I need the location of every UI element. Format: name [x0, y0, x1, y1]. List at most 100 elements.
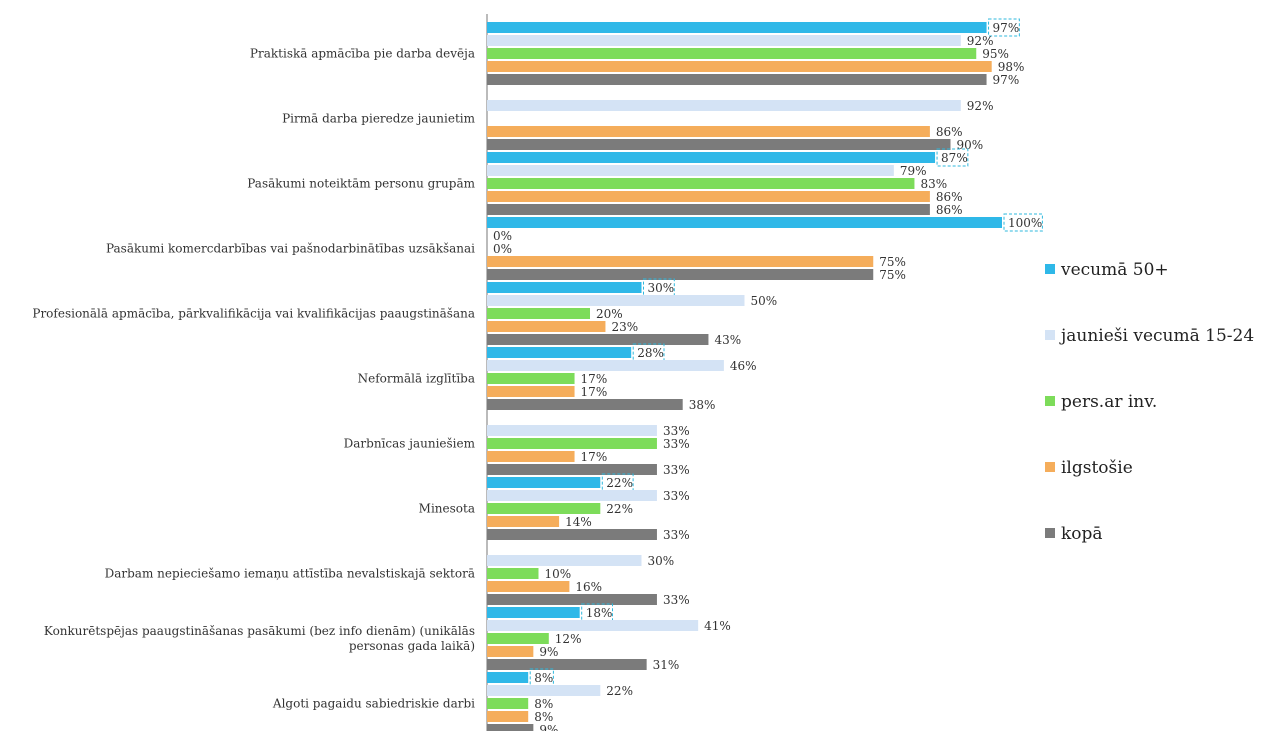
legend-swatch — [1045, 396, 1055, 406]
value-callout-box — [988, 18, 1020, 37]
bar — [487, 217, 1002, 228]
bar — [487, 724, 534, 731]
value-label: 22% — [606, 684, 633, 698]
value-label: 33% — [663, 593, 690, 607]
value-label: 22% — [606, 476, 633, 490]
value-label: 100% — [1008, 216, 1042, 230]
bar — [487, 555, 642, 566]
bar — [487, 204, 930, 215]
value-label: 86% — [936, 190, 963, 204]
value-label: 22% — [606, 502, 633, 516]
value-label: 16% — [575, 580, 602, 594]
bar — [487, 308, 590, 319]
bar — [487, 22, 987, 33]
category-label-line: Profesionālā apmācība, pārkvalifikācija … — [32, 307, 475, 321]
category-label-line: Algoti pagaidu sabiedriskie darbi — [272, 697, 475, 711]
value-label: 0% — [493, 229, 512, 243]
bar — [487, 48, 977, 59]
value-label: 33% — [663, 437, 690, 451]
bar — [487, 61, 992, 72]
category-label-line: Neformālā izglītība — [358, 372, 475, 386]
category-label-line: Praktiskā apmācība pie darba devēja — [250, 47, 475, 61]
value-callout-box — [643, 278, 675, 297]
value-label: 46% — [730, 359, 757, 373]
legend-swatch — [1045, 528, 1055, 538]
bar — [487, 646, 534, 657]
value-label: 38% — [689, 398, 716, 412]
bar — [487, 191, 930, 202]
category-label: Pasākumi noteiktām personu grupām — [247, 177, 475, 191]
bar — [487, 360, 724, 371]
value-callout-box — [936, 148, 969, 167]
value-label: 12% — [555, 632, 582, 646]
legend-label: ilgstošie — [1061, 458, 1133, 478]
bar — [487, 633, 549, 644]
value-label: 9% — [539, 723, 558, 731]
category-label: Minesota — [419, 502, 475, 516]
bar — [487, 152, 936, 163]
bar — [487, 451, 575, 462]
category-label: Profesionālā apmācība, pārkvalifikācija … — [32, 307, 475, 321]
bar — [487, 373, 575, 384]
value-label: 33% — [663, 424, 690, 438]
bar — [487, 503, 601, 514]
category-label: Algoti pagaidu sabiedriskie darbi — [272, 697, 475, 711]
category-label: Darbnīcas jauniešiem — [344, 437, 476, 451]
value-label: 9% — [539, 645, 558, 659]
bar — [487, 35, 961, 46]
category-label-line: Pasākumi komercdarbības vai pašnodarbinā… — [106, 242, 475, 256]
bar — [487, 568, 539, 579]
value-label: 79% — [900, 164, 927, 178]
category-label-line: Darbam nepieciešamo iemaņu attīstība nev… — [105, 567, 475, 581]
category-label-line: Minesota — [419, 502, 475, 516]
category-label-line: Konkurētspējas paaugstināšanas pasākumi … — [44, 624, 475, 638]
value-label: 20% — [596, 307, 623, 321]
value-label: 97% — [993, 73, 1020, 87]
bar — [487, 386, 575, 397]
legend-label: kopā — [1061, 524, 1103, 544]
value-label: 90% — [957, 138, 984, 152]
value-label: 97% — [993, 21, 1020, 35]
value-label: 86% — [936, 125, 963, 139]
category-label: Praktiskā apmācība pie darba devēja — [250, 47, 475, 61]
category-label-line: Pasākumi noteiktām personu grupām — [247, 177, 475, 191]
value-label: 14% — [565, 515, 592, 529]
bar — [487, 490, 657, 501]
value-label: 8% — [534, 710, 553, 724]
bar — [487, 100, 961, 111]
value-label: 33% — [663, 489, 690, 503]
bar — [487, 178, 915, 189]
value-label: 30% — [648, 281, 675, 295]
value-label: 8% — [534, 697, 553, 711]
value-label: 28% — [637, 346, 664, 360]
value-callout-box — [581, 603, 614, 622]
value-label: 17% — [581, 385, 608, 399]
value-callout-box — [601, 473, 634, 492]
value-label: 31% — [653, 658, 680, 672]
value-label: 41% — [704, 619, 731, 633]
legend-label: jaunieši vecumā 15-24 — [1059, 326, 1254, 346]
category-label: Neformālā izglītība — [358, 372, 475, 386]
bar — [487, 607, 580, 618]
bar — [487, 711, 529, 722]
value-label: 86% — [936, 203, 963, 217]
value-label: 10% — [545, 567, 572, 581]
bar — [487, 321, 606, 332]
value-label: 17% — [581, 450, 608, 464]
value-label: 0% — [493, 242, 512, 256]
value-label: 30% — [648, 554, 675, 568]
category-label: Pasākumi komercdarbības vai pašnodarbinā… — [106, 242, 475, 256]
value-callout-box — [1003, 213, 1043, 232]
value-label: 83% — [920, 177, 947, 191]
value-label: 95% — [982, 47, 1009, 61]
bar — [487, 581, 570, 592]
bar — [487, 594, 657, 605]
bar — [487, 516, 560, 527]
legend-swatch — [1045, 462, 1055, 472]
category-label-line: personas gada laikā) — [349, 639, 475, 653]
legend-label: vecumā 50+ — [1060, 260, 1169, 280]
bar — [487, 698, 529, 709]
value-label: 92% — [967, 99, 994, 113]
bar — [487, 269, 874, 280]
